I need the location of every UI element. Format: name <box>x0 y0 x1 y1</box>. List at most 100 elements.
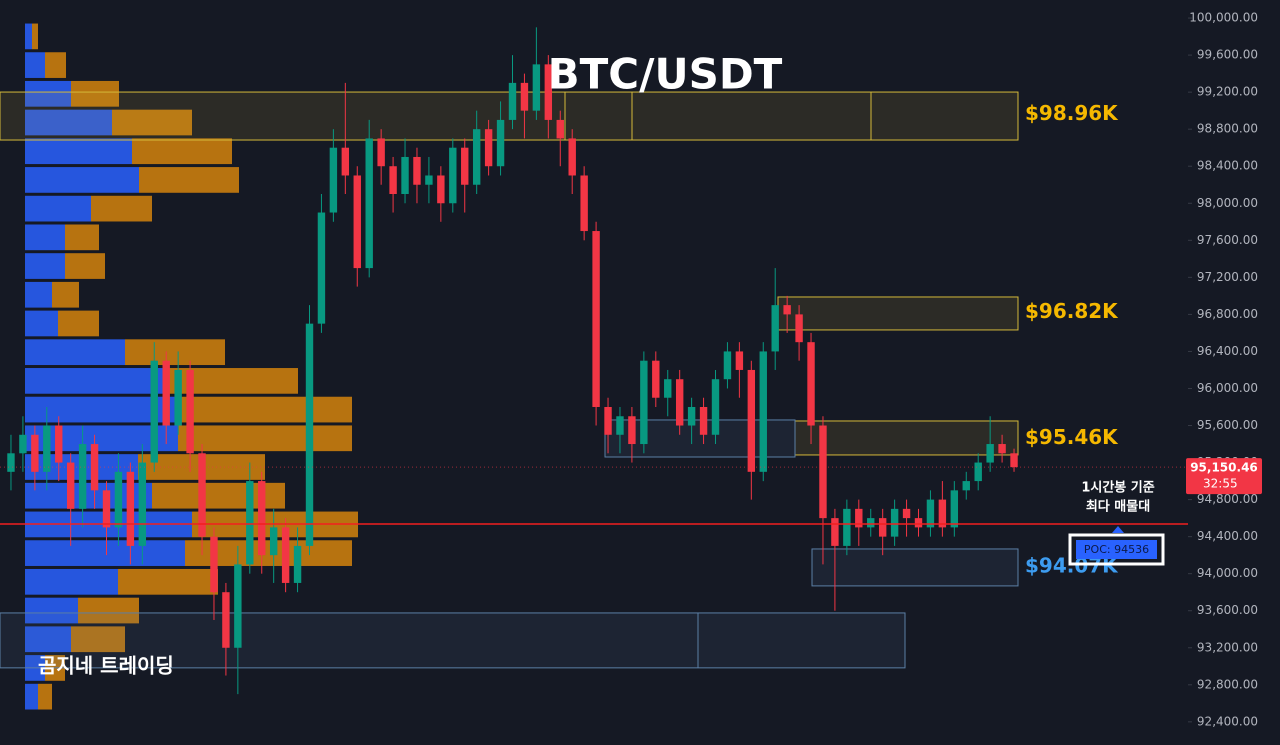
candle-body <box>532 64 541 111</box>
profile-sell <box>71 80 119 107</box>
candle-body <box>592 231 600 407</box>
candle-body <box>401 156 409 195</box>
poc-annotation: 최다 매물대 <box>1086 499 1150 515</box>
profile-buy <box>25 540 185 566</box>
candle-body <box>735 351 744 370</box>
profile-sell <box>78 597 139 624</box>
profile-sell <box>58 310 99 337</box>
profile-buy <box>25 339 125 366</box>
candle-body <box>413 156 421 185</box>
poc-label: POC: 94536 <box>1084 543 1149 556</box>
profile-sell <box>125 339 225 366</box>
profile-buy <box>25 368 165 394</box>
candle-body <box>1010 453 1018 468</box>
candle-body <box>162 360 170 426</box>
candle-body <box>544 64 553 120</box>
poc-box <box>1076 540 1157 559</box>
candle-body <box>341 147 350 176</box>
profile-buy <box>25 224 65 251</box>
candle-body <box>604 406 612 435</box>
candle-body <box>365 138 373 269</box>
candle-body <box>7 453 15 472</box>
candle-body <box>281 527 290 583</box>
y-tick-label: 92,400.00 <box>1197 714 1258 728</box>
candle-body <box>210 536 218 593</box>
profile-buy <box>25 597 78 624</box>
candle-body <box>831 518 839 546</box>
candle-body <box>640 360 648 445</box>
candle-body <box>962 481 970 491</box>
candle-body <box>437 175 445 204</box>
profile-buy <box>25 310 58 337</box>
y-tick-label: 93,600.00 <box>1197 603 1258 617</box>
candle-body <box>222 592 230 648</box>
profile-sell <box>139 167 239 193</box>
candle-body <box>186 369 194 454</box>
profile-sell <box>185 540 352 566</box>
candle-body <box>878 518 887 537</box>
y-tick-label: 92,800.00 <box>1197 677 1258 691</box>
candle-body <box>508 82 517 120</box>
candle-body <box>938 499 947 528</box>
candle-body <box>556 119 564 139</box>
profile-sell <box>132 138 232 165</box>
profile-buy <box>25 80 71 107</box>
watermark: 곰지네 트레이딩 <box>38 654 174 678</box>
last-price-label: 95,150.46 <box>1190 461 1258 475</box>
candle-body <box>520 82 529 111</box>
candle-body <box>819 425 827 519</box>
candle-body <box>711 379 720 435</box>
zone-label: $98.96K <box>1025 101 1119 125</box>
candle-body <box>890 508 899 537</box>
profile-buy <box>25 109 112 136</box>
profile-sell <box>45 52 66 78</box>
candle-body <box>425 175 433 185</box>
last-price-box <box>1186 458 1262 495</box>
y-tick-label: 96,800.00 <box>1197 307 1258 321</box>
candle-body <box>795 314 803 343</box>
y-tick-label: 96,400.00 <box>1197 344 1258 358</box>
zone <box>794 420 1019 456</box>
profile-sell <box>178 396 352 423</box>
candle-body <box>568 138 576 176</box>
candle-body <box>174 369 182 426</box>
candle-body <box>66 462 75 509</box>
profile-buy <box>25 52 45 78</box>
candle-body <box>246 481 254 565</box>
candle-body <box>664 379 672 398</box>
candle-body <box>317 212 326 324</box>
candle-body <box>496 119 505 167</box>
candle-body <box>472 129 481 185</box>
candle-body <box>914 518 923 528</box>
countdown-label: 32:55 <box>1203 477 1238 491</box>
y-tick-label: 94,400.00 <box>1197 529 1258 543</box>
zone <box>777 296 1019 331</box>
profile-sell <box>91 195 152 222</box>
candle-body <box>652 360 660 398</box>
candle-body <box>902 508 911 519</box>
candle-body <box>484 129 493 167</box>
profile-buy <box>25 683 38 710</box>
candle-body <box>329 147 338 213</box>
y-tick-label: 99,200.00 <box>1197 85 1258 99</box>
candle-body <box>628 416 636 445</box>
y-tick-label: 95,600.00 <box>1197 418 1258 432</box>
profile-sell <box>165 368 298 394</box>
profile-buy <box>25 138 132 165</box>
profile-buy <box>25 167 139 193</box>
candle-body <box>687 406 696 426</box>
candle-body <box>114 471 123 528</box>
y-tick-label: 98,000.00 <box>1197 196 1258 210</box>
profile-sell <box>32 23 38 50</box>
profile-buy <box>25 195 91 222</box>
candle-body <box>138 462 147 546</box>
candle-body <box>90 444 99 491</box>
candle-body <box>126 471 135 546</box>
chart-title: BTC/USDT <box>548 50 783 99</box>
profile-sell <box>52 281 79 308</box>
candle-body <box>461 147 469 185</box>
profile-sell <box>38 683 52 710</box>
